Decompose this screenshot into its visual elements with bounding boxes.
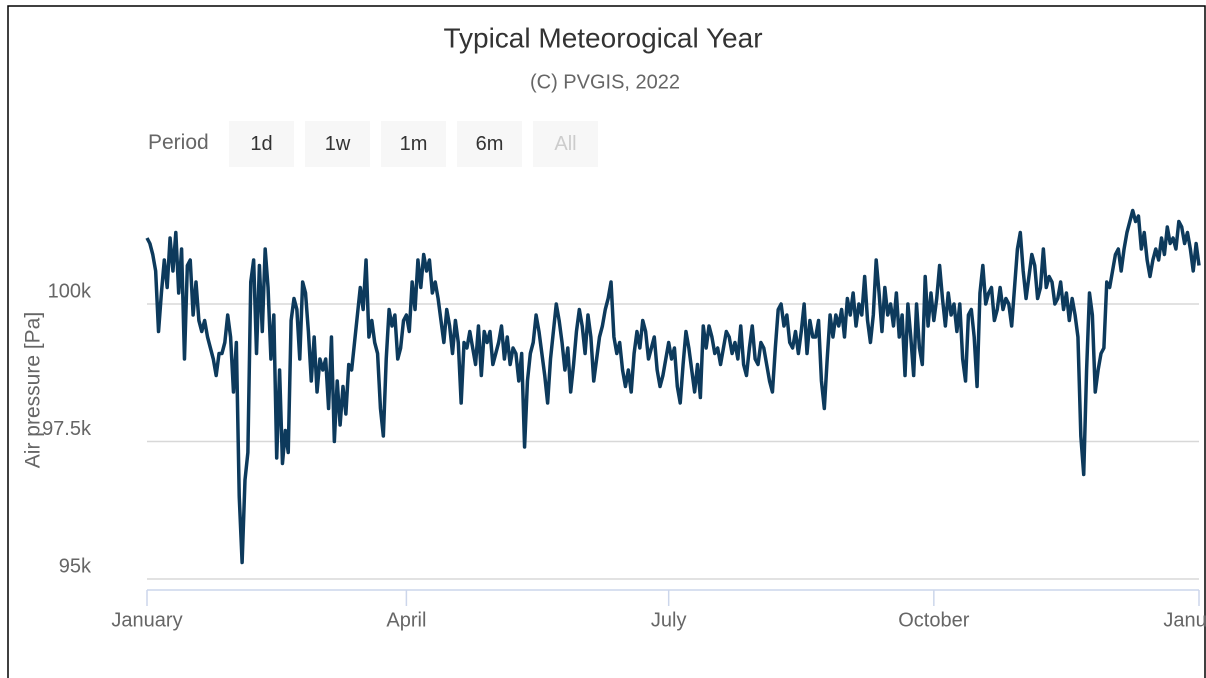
chart-subtitle: (C) PVGIS, 2022: [530, 71, 680, 93]
x-tick-label: April: [386, 609, 426, 631]
range-button[interactable]: 1m: [381, 121, 446, 167]
x-tick-label: July: [651, 609, 687, 631]
range-button: All: [533, 121, 598, 167]
frame: [7, 5, 1206, 678]
y-tick-label: 97.5k: [42, 418, 92, 440]
chart-title: Typical Meteorogical Year: [443, 22, 762, 53]
x-tick-label: January: [1163, 609, 1206, 631]
y-axis-title: Air pressure [Pa]: [22, 312, 45, 468]
y-tick-label: 95k: [59, 555, 92, 577]
range-button[interactable]: 6m: [457, 121, 522, 167]
x-tick-label: October: [898, 609, 969, 631]
range-button[interactable]: 1w: [305, 121, 370, 167]
x-tick-label: January: [111, 609, 182, 631]
line-series: [145, 208, 1201, 565]
range-label: Period: [148, 131, 209, 154]
y-tick-label: 100k: [48, 280, 92, 302]
range-button[interactable]: 1d: [229, 121, 294, 167]
